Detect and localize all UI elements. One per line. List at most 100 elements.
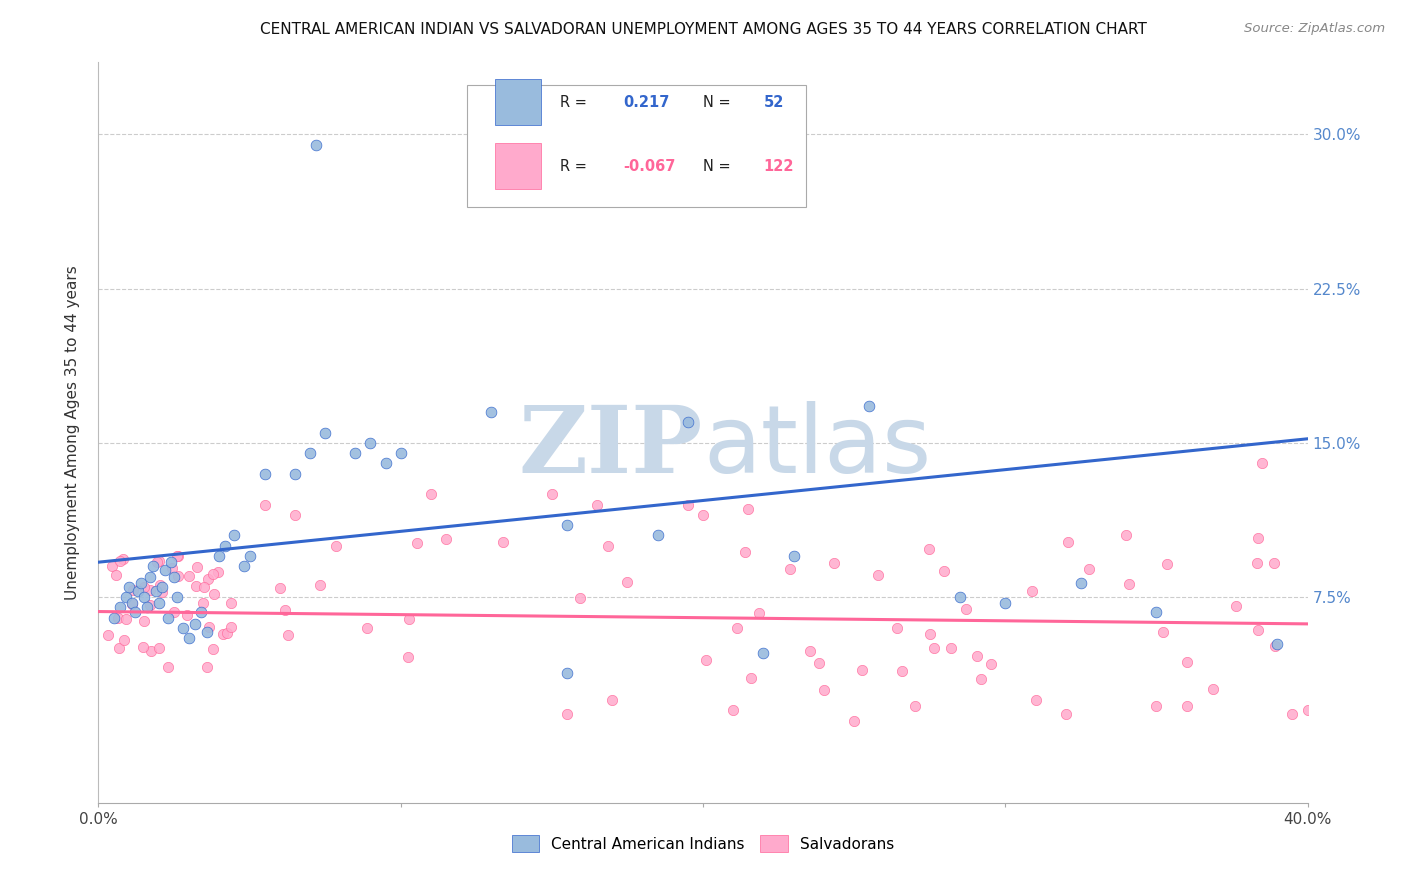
Point [868, 568, 890, 582]
Point [1177, 655, 1199, 669]
Point [124, 605, 146, 619]
Point [190, 605, 212, 619]
Point [1024, 693, 1046, 707]
Point [808, 657, 831, 671]
Point [823, 556, 845, 570]
Point [1021, 583, 1043, 598]
Point [1251, 457, 1274, 471]
Point [269, 581, 291, 595]
Point [156, 611, 179, 625]
Point [115, 612, 138, 626]
Point [176, 607, 198, 622]
Point [108, 554, 131, 568]
Text: 122: 122 [763, 159, 794, 174]
Point [163, 569, 186, 583]
Point [108, 600, 131, 615]
Point [1281, 707, 1303, 722]
Point [224, 528, 246, 542]
Point [132, 614, 155, 628]
Point [737, 501, 759, 516]
Point [177, 569, 200, 583]
Point [851, 663, 873, 677]
Point [167, 569, 190, 583]
Point [179, 632, 201, 646]
Point [166, 549, 188, 564]
Text: 0.217: 0.217 [623, 95, 669, 110]
FancyBboxPatch shape [467, 85, 806, 207]
Point [314, 425, 336, 440]
Point [966, 648, 988, 663]
Point [748, 606, 770, 620]
Point [212, 627, 235, 641]
Point [939, 640, 962, 655]
Point [398, 611, 420, 625]
Point [149, 578, 172, 592]
Point [214, 539, 236, 553]
Point [890, 664, 912, 678]
FancyBboxPatch shape [495, 79, 541, 125]
Point [104, 568, 127, 582]
Point [1118, 577, 1140, 591]
Point [1054, 707, 1077, 722]
Point [569, 591, 592, 605]
Point [127, 584, 149, 599]
Point [844, 714, 866, 728]
Point [138, 599, 160, 613]
Point [148, 554, 170, 568]
Point [153, 563, 176, 577]
Point [325, 539, 347, 553]
Point [197, 572, 219, 586]
Point [886, 621, 908, 635]
Point [184, 616, 207, 631]
Text: R =: R = [561, 95, 588, 110]
Text: 52: 52 [763, 95, 783, 110]
Point [97, 628, 120, 642]
Point [121, 596, 143, 610]
Point [166, 590, 188, 604]
Point [111, 551, 134, 566]
Point [198, 620, 221, 634]
Point [219, 620, 242, 634]
Point [932, 564, 955, 578]
FancyBboxPatch shape [495, 144, 541, 189]
Point [195, 625, 218, 640]
Point [598, 539, 620, 553]
Point [121, 597, 143, 611]
Point [148, 596, 170, 610]
Point [138, 583, 160, 598]
Point [1070, 575, 1092, 590]
Point [215, 626, 238, 640]
Point [284, 508, 307, 522]
Text: N =: N = [703, 159, 731, 174]
Point [676, 498, 699, 512]
Point [193, 580, 215, 594]
Point [344, 446, 367, 460]
Text: Source: ZipAtlas.com: Source: ZipAtlas.com [1244, 22, 1385, 36]
Point [676, 415, 699, 429]
Point [100, 558, 122, 573]
Point [129, 575, 152, 590]
Point [184, 579, 207, 593]
Point [740, 671, 762, 685]
Point [139, 644, 162, 658]
Point [374, 457, 396, 471]
Point [108, 640, 131, 655]
Text: ZIP: ZIP [519, 402, 703, 492]
Text: CENTRAL AMERICAN INDIAN VS SALVADORAN UNEMPLOYMENT AMONG AGES 35 TO 44 YEARS COR: CENTRAL AMERICAN INDIAN VS SALVADORAN UN… [260, 22, 1146, 37]
Point [1078, 562, 1101, 576]
Point [555, 707, 578, 722]
Point [970, 672, 993, 686]
Point [142, 559, 165, 574]
Point [955, 602, 977, 616]
Point [434, 533, 457, 547]
Point [167, 549, 190, 563]
Point [481, 405, 503, 419]
Point [1225, 599, 1247, 613]
Point [752, 646, 775, 660]
Point [239, 549, 262, 563]
Point [139, 569, 162, 583]
Point [360, 436, 382, 450]
Point [150, 585, 173, 599]
Point [406, 536, 429, 550]
Point [146, 555, 169, 569]
